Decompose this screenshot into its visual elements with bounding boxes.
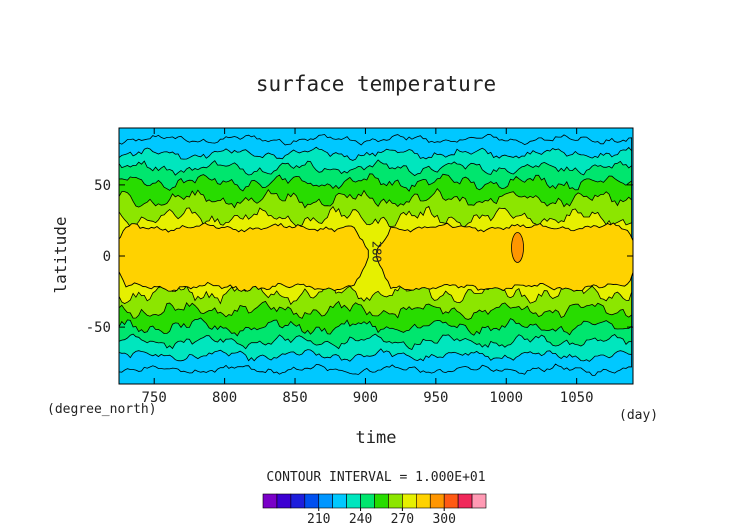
y-axis-unit: (degree_north): [47, 402, 157, 417]
y-tick-label: -50: [86, 320, 111, 336]
colorbar-swatch: [276, 493, 292, 509]
colorbar-swatch: [318, 493, 333, 509]
colorbar-swatch: [416, 493, 431, 509]
contour-plot-area: 280: [119, 128, 633, 384]
colorbar-swatch: [290, 493, 306, 509]
colorbar-swatch: [402, 493, 417, 509]
y-axis-label: latitude: [51, 216, 70, 293]
colorbar-swatch: [304, 493, 320, 509]
contour-band-290-spot: [511, 232, 524, 263]
x-tick-label: 900: [353, 390, 378, 406]
colorbar-swatch: [346, 493, 361, 509]
colorbar-swatch: [443, 493, 459, 509]
contour-band-280-east: [376, 222, 633, 292]
colorbar: 210 240 270 300: [262, 493, 487, 527]
x-tick-label: 1000: [489, 390, 523, 406]
x-tick-label: 800: [212, 390, 237, 406]
contour-band-280-west: [119, 222, 369, 292]
y-axis: 50 0 -50: [86, 178, 633, 336]
colorbar-tick-label: 270: [391, 512, 414, 527]
x-tick-label: 1050: [560, 390, 594, 406]
colorbar-tick-label: 240: [349, 512, 372, 527]
colorbar-swatch: [374, 493, 389, 509]
colorbar-swatch: [332, 493, 347, 509]
colorbar-swatch: [471, 493, 487, 509]
contour-interval-label: CONTOUR INTERVAL = 1.000E+01: [266, 470, 485, 485]
x-tick-label: 950: [423, 390, 448, 406]
x-axis-label: time: [356, 428, 397, 448]
colorbar-swatch: [457, 493, 473, 509]
colorbar-tick-label: 210: [307, 512, 330, 527]
contour-label-280: 280: [369, 241, 383, 263]
y-tick-label: 0: [103, 249, 111, 265]
x-axis: 750 800 850 900 950 1000 1050: [142, 128, 594, 406]
colorbar-swatch: [262, 493, 278, 509]
colorbar-swatch: [388, 493, 403, 509]
colorbar-swatch: [360, 493, 375, 509]
colorbar-tick-label: 300: [432, 512, 455, 527]
x-tick-label: 850: [282, 390, 307, 406]
x-tick-label: 750: [142, 390, 167, 406]
colorbar-swatch: [429, 493, 445, 509]
x-axis-unit: (day): [619, 408, 658, 423]
chart-title: surface temperature: [256, 72, 496, 96]
y-tick-label: 50: [94, 178, 111, 194]
